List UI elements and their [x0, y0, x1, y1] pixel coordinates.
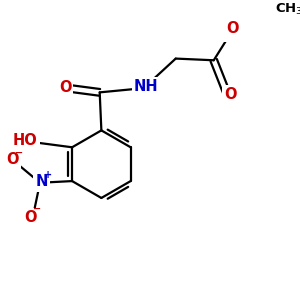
- Text: O: O: [6, 152, 18, 167]
- Text: +: +: [44, 170, 52, 180]
- Text: O: O: [224, 87, 237, 102]
- Text: NH: NH: [134, 79, 158, 94]
- Text: O: O: [59, 80, 71, 95]
- Text: −: −: [33, 204, 41, 214]
- Text: O: O: [25, 210, 37, 225]
- Text: O: O: [226, 21, 238, 36]
- Text: −: −: [15, 148, 23, 158]
- Text: N: N: [35, 174, 48, 189]
- Text: CH$_3$: CH$_3$: [274, 2, 300, 17]
- Text: HO: HO: [13, 133, 38, 148]
